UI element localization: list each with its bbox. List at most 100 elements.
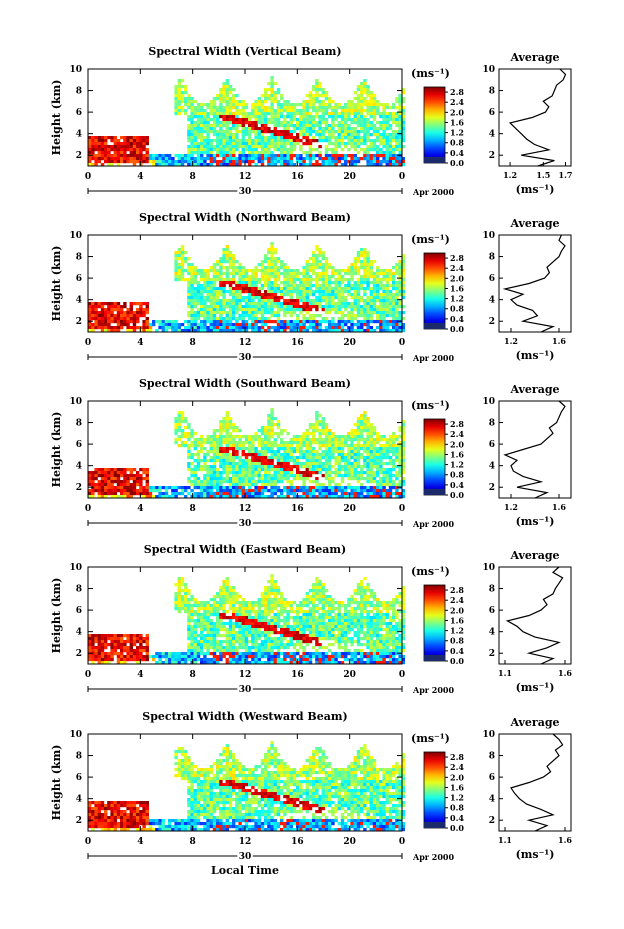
heatmap-cell (174, 103, 178, 107)
heatmap-cell (244, 474, 249, 478)
heatmap-cell (91, 151, 95, 155)
heatmap-cell (100, 305, 105, 309)
heatmap-cell (385, 103, 389, 107)
heatmap-cell (225, 154, 229, 158)
heatmap-cell (379, 148, 383, 152)
heatmap-cell (104, 474, 108, 478)
heatmap-cell (267, 263, 271, 267)
heatmap-cell (91, 477, 95, 481)
heatmap-cell (280, 456, 284, 460)
heatmap-cell (145, 157, 149, 161)
heatmap-cell (388, 468, 393, 472)
heatmap-cell (299, 121, 303, 125)
heatmap-cell (219, 495, 223, 499)
heatmap-cell (264, 317, 268, 321)
heatmap-cell (299, 157, 303, 161)
heatmap-cell (212, 429, 217, 433)
heatmap-cell (340, 299, 345, 303)
heatmap-cell (193, 320, 197, 324)
heatmap-cell (286, 287, 290, 291)
heatmap-cell (382, 296, 386, 300)
heatmap-cell (283, 474, 287, 478)
heatmap-cell (353, 308, 357, 312)
heatmap-cell (363, 257, 367, 261)
heatmap-cell (225, 471, 229, 475)
heatmap-cell (292, 148, 297, 152)
heatmap-cell (379, 459, 383, 463)
heatmap-cell (270, 145, 274, 149)
heatmap-cell (363, 251, 367, 255)
heatmap-cell (228, 438, 233, 442)
heatmap-cell (302, 266, 306, 270)
heatmap-cell (120, 492, 124, 496)
heatmap-cell (347, 136, 351, 140)
heatmap-cell (324, 284, 329, 288)
heatmap-cell (321, 299, 325, 303)
heatmap-cell (113, 136, 117, 140)
heatmap-cell (228, 112, 233, 116)
heatmap-cell (190, 124, 194, 128)
heatmap-cell (219, 88, 223, 92)
heatmap-cell (353, 263, 357, 267)
heatmap-cell (257, 269, 261, 273)
heatmap-cell (113, 154, 117, 158)
heatmap-cell (222, 88, 226, 92)
heatmap-cell (350, 145, 354, 149)
heatmap-cell (283, 329, 287, 333)
heatmap-cell (392, 486, 396, 490)
heatmap-cell (385, 474, 389, 478)
heatmap-cell (257, 97, 261, 101)
heatmap-cell (366, 302, 370, 306)
heatmap-cell (196, 444, 201, 448)
heatmap-cell (267, 435, 271, 439)
heatmap-cell (244, 112, 249, 116)
heatmap-cell (116, 139, 121, 143)
heatmap-cell (312, 85, 316, 89)
heatmap-cell (388, 139, 393, 143)
heatmap-cell (385, 124, 389, 128)
heatmap-cell (273, 441, 277, 445)
heatmap-cell (334, 450, 338, 454)
heatmap-cell (132, 151, 137, 155)
heatmap-cell (395, 269, 399, 273)
heatmap-cell (132, 157, 137, 161)
heatmap-cell (244, 471, 249, 475)
heatmap-cell (331, 287, 335, 291)
heatmap-cell (177, 106, 181, 110)
colorbar-tick-label: 2.8 (450, 87, 464, 97)
heatmap-cell (270, 453, 274, 457)
heatmap-cell (260, 157, 265, 161)
heatmap-cell (110, 160, 114, 164)
heatmap-cell (337, 290, 341, 294)
heatmap-cell (260, 308, 265, 312)
heatmap-cell (158, 489, 162, 493)
heatmap-cell (372, 489, 377, 493)
heatmap-cell (107, 483, 111, 487)
heatmap-cell (104, 483, 108, 487)
heatmap-cell (196, 287, 201, 291)
heatmap-cell (382, 329, 386, 333)
heatmap-cell (315, 483, 319, 487)
heatmap-cell (360, 308, 364, 312)
heatmap-cell (216, 260, 220, 264)
heatmap-cell (372, 471, 377, 475)
heatmap-cell (235, 284, 239, 288)
x-tick-label: 0 (399, 172, 405, 182)
heatmap-cell (196, 130, 201, 134)
heatmap-cell (376, 130, 380, 134)
heatmap-cell (321, 275, 325, 279)
heatmap-cell (116, 160, 121, 164)
heatmap-cell (305, 317, 309, 321)
heatmap-cell (344, 272, 348, 276)
heatmap-cell (257, 263, 261, 267)
heatmap-cell (360, 471, 364, 475)
heatmap-cell (392, 326, 396, 330)
heatmap-cell (369, 459, 373, 463)
heatmap-cell (395, 130, 399, 134)
heatmap-cell (372, 115, 377, 119)
heatmap-cell (180, 257, 185, 261)
heatmap-cell (273, 272, 277, 276)
heatmap-cell (312, 471, 316, 475)
heatmap-cell (360, 414, 364, 418)
heatmap-cell (382, 477, 386, 481)
